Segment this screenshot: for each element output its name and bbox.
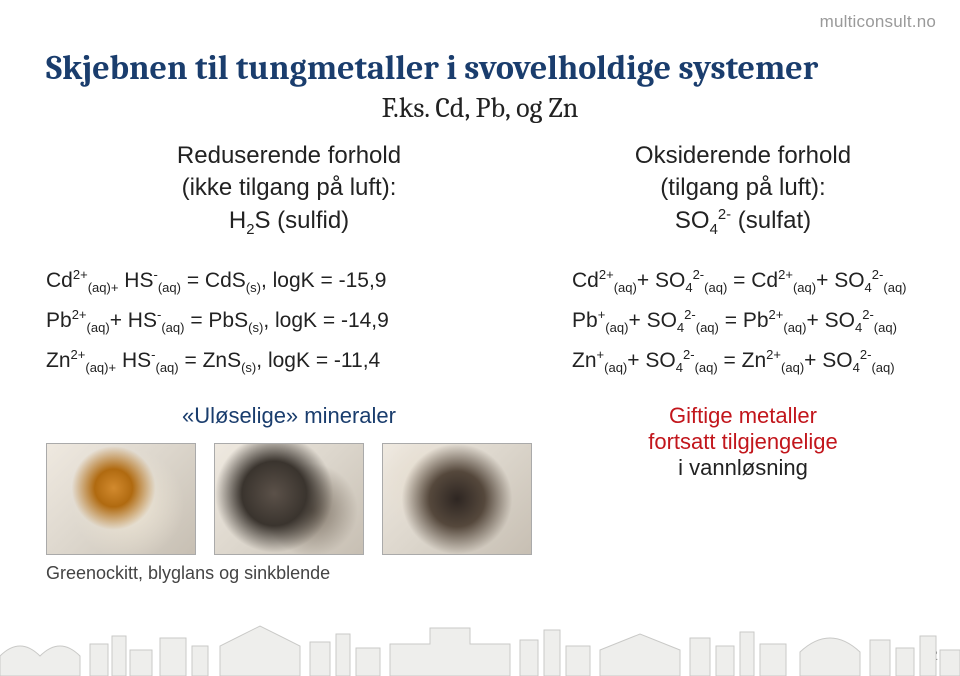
right-eq-2: Pb+(aq)+ SO42-(aq) = Pb2+(aq)+ SO42-(aq) bbox=[572, 301, 914, 341]
left-eq-1: Cd2+(aq)+ HS-(aq) = CdS(s), logK = -15,9 bbox=[46, 261, 532, 301]
mineral-image-greenockite bbox=[46, 443, 196, 555]
right-annot-line2: fortsatt tilgjengelige bbox=[648, 429, 838, 454]
right-annotation: Giftige metaller fortsatt tilgjengelige … bbox=[572, 403, 914, 481]
left-head-line3: H2S (sulfid) bbox=[229, 207, 349, 234]
right-heading: Oksiderende forhold (tilgang på luft): S… bbox=[572, 140, 914, 237]
right-head-line3: SO42- (sulfat) bbox=[675, 207, 811, 234]
left-head-line1: Reduserende forhold bbox=[177, 142, 401, 169]
left-head-line2: (ikke tilgang på luft): bbox=[182, 174, 397, 201]
subtitle: F.ks. Cd, Pb, og Zn bbox=[46, 92, 914, 124]
right-eq-3: Zn+(aq)+ SO42-(aq) = Zn2+(aq)+ SO42-(aq) bbox=[572, 341, 914, 381]
left-column: Reduserende forhold (ikke tilgang på luf… bbox=[46, 140, 532, 584]
left-heading: Reduserende forhold (ikke tilgang på luf… bbox=[46, 140, 532, 237]
brand-label: multiconsult.no bbox=[820, 12, 936, 32]
page-title: Skjebnen til tungmetaller i svovelholdig… bbox=[46, 48, 914, 88]
left-eq-3: Zn2+(aq)+ HS-(aq) = ZnS(s), logK = -11,4 bbox=[46, 341, 532, 381]
left-annotation: «Uløselige» mineraler bbox=[46, 403, 532, 429]
right-head-line2: (tilgang på luft): bbox=[660, 174, 825, 201]
right-head-line1: Oksiderende forhold bbox=[635, 142, 851, 169]
mineral-image-sphalerite bbox=[382, 443, 532, 555]
right-annot-line1: Giftige metaller bbox=[669, 403, 817, 428]
right-equations: Cd2+(aq)+ SO42-(aq) = Cd2+(aq)+ SO42-(aq… bbox=[572, 261, 914, 381]
left-equations: Cd2+(aq)+ HS-(aq) = CdS(s), logK = -15,9… bbox=[46, 261, 532, 381]
mineral-image-galena bbox=[214, 443, 364, 555]
mineral-images bbox=[46, 443, 532, 555]
left-eq-2: Pb2+(aq)+ HS-(aq) = PbS(s), logK = -14,9 bbox=[46, 301, 532, 341]
right-annot-line3: i vannløsning bbox=[678, 455, 808, 480]
right-eq-1: Cd2+(aq)+ SO42-(aq) = Cd2+(aq)+ SO42-(aq… bbox=[572, 261, 914, 301]
two-column-layout: Reduserende forhold (ikke tilgang på luf… bbox=[46, 140, 914, 584]
right-column: Oksiderende forhold (tilgang på luft): S… bbox=[572, 140, 914, 584]
mineral-caption: Greenockitt, blyglans og sinkblende bbox=[46, 563, 532, 584]
skyline-footer-graphic bbox=[0, 616, 960, 676]
